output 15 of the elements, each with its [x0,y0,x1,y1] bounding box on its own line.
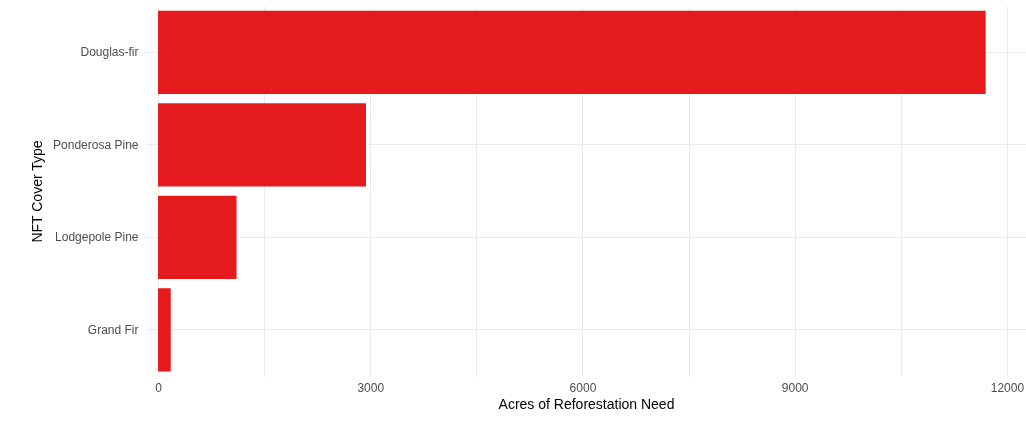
x-axis-title: Acres of Reforestation Need [498,395,675,412]
bar [158,288,171,372]
y-tick-label: Douglas-fir [80,45,139,60]
y-tick-label: Grand Fir [87,322,139,337]
x-tick-label: 6000 [569,380,597,395]
bar [158,10,986,94]
bar [158,195,237,279]
x-tick-label: 3000 [357,380,385,395]
y-axis-title: NFT Cover Type [29,140,46,243]
y-tick-label: Lodgepole Pine [55,230,139,245]
x-tick-label: 9000 [781,380,809,395]
y-tick-label: Ponderosa Pine [53,137,139,152]
bar [158,103,366,187]
x-tick-label: 0 [155,380,163,395]
x-tick-label: 12000 [990,380,1025,395]
